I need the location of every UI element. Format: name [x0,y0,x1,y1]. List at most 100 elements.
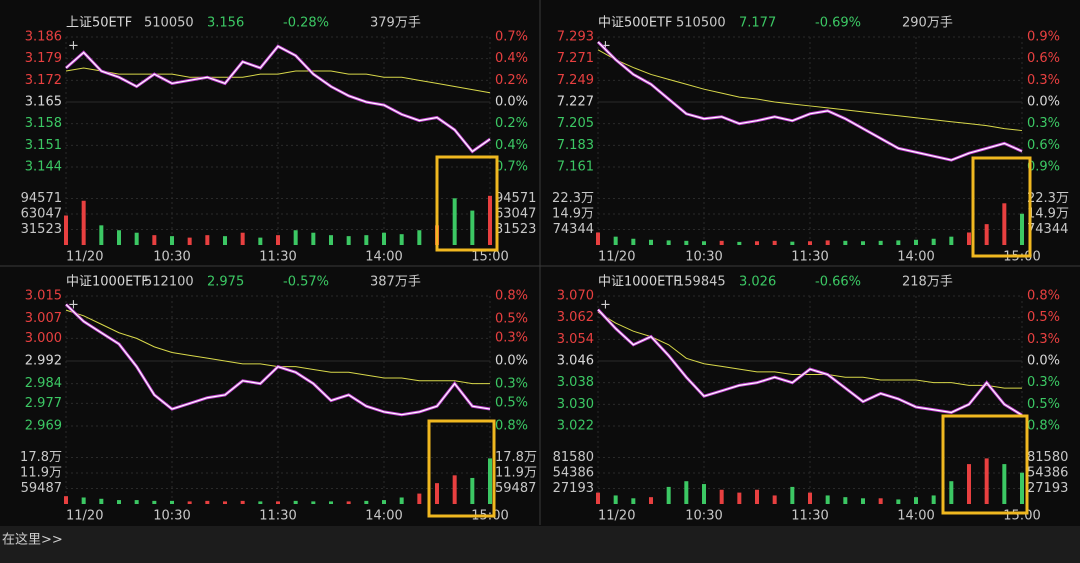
volume-bar [364,235,369,245]
x-tick-label: 11/20 [66,509,103,524]
x-tick-label: 15:00 [471,250,508,265]
volume-bar [311,501,316,504]
y-tick-label: 3.015 [25,289,62,304]
ticker-name: 中证1000ETF [66,275,149,290]
y2-tick-label: 0.8% [495,289,528,304]
volume-bar [931,238,936,245]
x-tick-label: 14:00 [365,509,402,524]
volume-bar [81,200,86,245]
volume-bar [737,241,742,245]
x-tick-label: 11:30 [791,509,828,524]
volume-bar [825,495,830,504]
price-line [65,304,491,416]
volume-bar [205,500,210,504]
volume-tick-label: 14.9万 [552,207,594,222]
volume-bar [790,486,795,504]
volume-bar [399,234,404,245]
volume-tick-label: 22.3万 [552,191,594,206]
volume-bar [984,458,989,504]
y-tick-label: 3.054 [557,332,594,347]
volume-bar [293,230,298,245]
volume-bar [666,486,671,504]
volume-bar [152,235,157,245]
ticker-change: -0.69% [815,16,861,31]
y2-tick-label: 0.9% [1027,160,1060,175]
y2-tick-label: 0.3% [1027,73,1060,88]
x-tick-label: 11:30 [259,250,296,265]
y-tick-label: 3.046 [557,354,594,369]
volume-bar [346,236,351,245]
volume-bar [64,215,68,245]
volume-bar [276,501,280,504]
average-line [65,67,491,94]
volume-bar [81,497,86,504]
volume-bar [931,495,936,504]
volume-bar [64,496,68,504]
y2-tick-label: 0.7% [495,30,528,45]
volume-bar [684,240,689,245]
x-tick-label: 10:30 [685,509,722,524]
y-tick-label: 7.293 [557,30,594,45]
volume-bar [1020,472,1024,504]
volume-bar [223,501,227,504]
volume-tick-label: 63047 [21,207,62,222]
volume-tick-label: 17.8万 [20,450,62,465]
x-tick-label: 11:30 [259,509,296,524]
volume-bar [488,195,492,245]
volume-bar [631,498,636,504]
volume-bar [896,240,901,245]
y-tick-label: 3.070 [557,289,594,304]
ticker-volume: 218万手 [902,275,953,290]
y-tick-label: 2.977 [25,396,62,411]
y2-tick-label: 0.6% [1027,51,1060,66]
x-tick-label: 10:30 [685,250,722,265]
volume-bar [790,241,795,245]
footer-link[interactable]: 在这里>> [2,532,63,548]
crosshair-mark: + [68,39,79,54]
y-tick-label: 2.992 [25,354,62,369]
y2-tick-label: 0.3% [1027,116,1060,131]
volume-bar [435,483,439,504]
price-line [65,45,491,153]
volume-bar [914,497,918,504]
volume-bar [843,240,848,245]
charts: 上证50ETF 510050 3.156 -0.28% 379万手 +3.186 3.179… [20,16,1069,524]
x-tick-label: 14:00 [897,250,934,265]
volume-bar [984,224,989,245]
volume-tick-label: 59487 [21,481,62,496]
volume-bar [649,239,653,245]
volume-tick-label: 11.9万 [495,466,537,481]
volume-bar [382,500,386,504]
ticker-name: 中证500ETF [598,16,672,31]
price-line [597,309,1023,416]
x-tick-label: 10:30 [153,509,190,524]
volume-bar [755,489,759,504]
volume-bar [755,241,759,245]
volume-bar [470,477,475,504]
volume-bar [719,489,724,504]
y-tick-label: 7.227 [557,95,594,110]
ticker-price: 3.026 [739,275,776,290]
volume-bar [240,500,245,504]
volume-bar [205,235,210,245]
y-tick-label: 3.172 [25,73,62,88]
y-tick-label: 7.249 [557,73,594,88]
volume-bar [649,497,653,504]
y-tick-label: 3.165 [25,95,62,110]
volume-tick-label: 63047 [495,207,536,222]
y-tick-label: 3.158 [25,116,62,131]
volume-bar [808,492,812,504]
price-line [597,41,1023,161]
y2-tick-label: 0.2% [495,116,528,131]
volume-tick-label: 27193 [553,481,594,496]
ticker-name: 中证1000ETF [598,275,681,290]
volume-tick-label: 17.8万 [495,450,537,465]
y2-tick-label: 0.5% [495,311,528,326]
highlight-box [427,419,496,518]
y2-tick-label: 0.3% [1027,375,1060,390]
y-tick-label: 3.022 [557,419,594,434]
x-tick-label: 11/20 [66,250,103,265]
volume-tick-label: 59487 [495,481,536,496]
